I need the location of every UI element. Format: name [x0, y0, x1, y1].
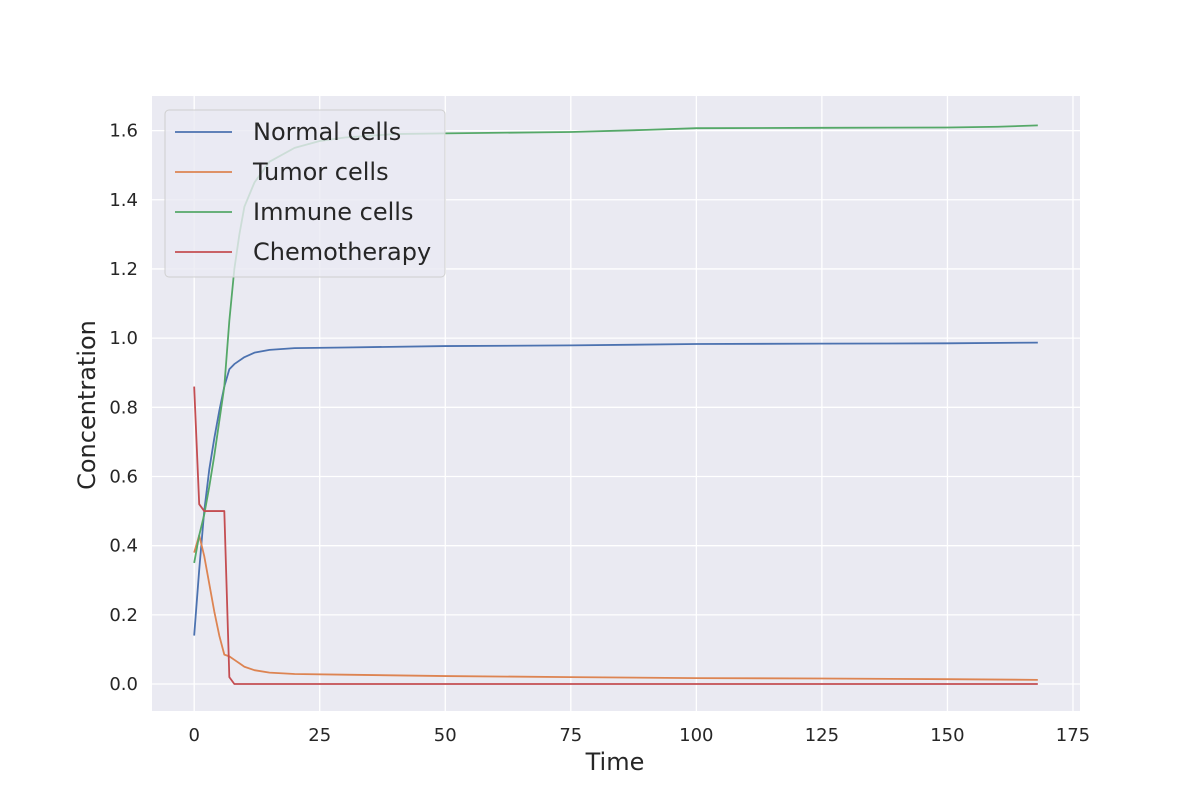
x-tick-label: 25 — [308, 725, 331, 746]
legend-label-normal-cells: Normal cells — [253, 118, 401, 146]
x-tick-label: 175 — [1056, 725, 1090, 746]
tick-labels: 0 25 50 75 100 125 150 175 0.0 0.2 0.4 0.6 0.8 1.0 1.2… — [109, 121, 1090, 746]
x-tick-label: 0 — [188, 725, 199, 746]
y-tick-label: 0.6 — [109, 466, 138, 487]
y-axis-title: Concentration — [73, 320, 101, 490]
legend: Normal cells Tumor cells Immune cells Chemo… — [164, 109, 446, 278]
x-tick-label: 125 — [805, 725, 839, 746]
series-line-chemotherapy — [193, 386, 1038, 685]
x-tick-label: 100 — [679, 725, 713, 746]
series-line-normal-cells — [193, 341, 1038, 636]
x-axis-title: Time — [585, 748, 645, 776]
y-tick-label: 1.4 — [109, 190, 138, 211]
y-tick-label: 0.4 — [109, 536, 138, 557]
legend-label-immune-cells: Immune cells — [253, 198, 413, 226]
x-tick-label: 75 — [559, 725, 582, 746]
series-layer — [193, 124, 1038, 685]
legend-label-tumor-cells: Tumor cells — [252, 158, 389, 186]
y-tick-label: 1.6 — [109, 121, 138, 142]
y-tick-label: 0.2 — [109, 605, 138, 626]
legend-label-chemotherapy: Chemotherapy — [253, 238, 431, 266]
y-tick-label: 1.0 — [109, 328, 138, 349]
x-tick-label: 50 — [434, 725, 457, 746]
y-tick-label: 0.0 — [109, 674, 138, 695]
legend-frame — [164, 109, 446, 278]
y-tick-label: 0.8 — [109, 397, 138, 418]
x-tick-label: 150 — [930, 725, 964, 746]
y-tick-label: 1.2 — [109, 259, 138, 280]
series-line-tumor-cells — [193, 534, 1038, 681]
